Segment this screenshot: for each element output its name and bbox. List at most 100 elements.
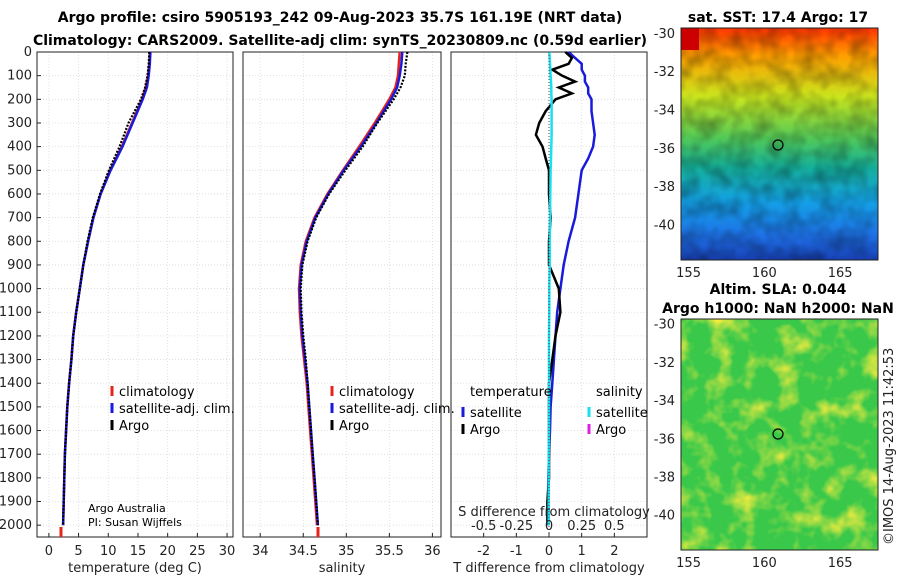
legend-title-temperature: temperature — [470, 385, 552, 400]
s-tick-label: -0.25 — [500, 519, 534, 534]
x-tick-label: 0 — [45, 544, 53, 559]
argo-float-marker-sla — [772, 428, 784, 440]
legend-label: Argo — [596, 423, 626, 438]
s-tick-label: -0.5 — [471, 519, 496, 534]
y-tick-label: 1500 — [0, 400, 32, 415]
x-tick-label: 36 — [424, 544, 441, 559]
series-line-temperature-satellite — [546, 51, 596, 526]
map-y-tick-label: -36 — [654, 432, 675, 447]
y-tick-label: 400 — [7, 140, 32, 155]
map-x-tick-label: 160 — [752, 556, 777, 571]
x-tick-label: 10 — [100, 544, 117, 559]
legend-label: satellite-adj. clim. — [339, 402, 455, 417]
x-tick-label: 5 — [74, 544, 82, 559]
map-y-tick-label: -38 — [654, 470, 675, 485]
sla-map-frame — [680, 318, 879, 551]
map-x-tick-label: 165 — [828, 266, 853, 281]
map-y-tick-label: -34 — [654, 103, 675, 118]
map-y-tick-label: -34 — [654, 394, 675, 409]
credit-pi: PI: Susan Wijffels — [88, 516, 182, 529]
legend-label: satellite — [470, 406, 522, 421]
sla-map — [681, 319, 878, 550]
legend-title-salinity: salinity — [596, 385, 643, 400]
legend-label: Argo — [119, 419, 149, 434]
series-line-salinity-satellite — [547, 51, 553, 526]
map-y-tick-label: -32 — [654, 356, 675, 371]
credit-org: Argo Australia — [88, 502, 166, 515]
map-y-tick-label: -40 — [654, 509, 675, 524]
legend-label: climatology — [119, 385, 195, 400]
salinity-panel: 34 34.5 35 35.5 36 salinity climatology satelli… — [242, 51, 455, 576]
panel-frame — [242, 51, 442, 538]
x-tick-label: 1 — [578, 544, 586, 559]
legend-label: Argo — [470, 423, 500, 438]
y-tick-label: 2000 — [0, 518, 32, 533]
map-x-tick-label: 155 — [676, 266, 701, 281]
sst-map-frame — [680, 27, 879, 261]
argo-float-marker — [772, 139, 784, 151]
s-tick-label: 0.5 — [604, 519, 625, 534]
x-tick-label: 34.5 — [289, 544, 318, 559]
panel-frame — [36, 51, 234, 538]
x-tick-label: 20 — [159, 544, 176, 559]
x-tick-label: 30 — [219, 544, 236, 559]
map-x-tick-label: 165 — [828, 556, 853, 571]
y-tick-label: 900 — [7, 258, 32, 273]
x-tick-label: -1 — [510, 544, 523, 559]
y-tick-label: 800 — [7, 234, 32, 249]
x-tick-label: 25 — [189, 544, 206, 559]
timestamp-stamp: ©IMOS 14-Aug-2023 11:42:53 — [882, 348, 897, 545]
y-tick-label: 1400 — [0, 376, 32, 391]
series-line-argo — [299, 51, 409, 526]
y-tick-label: 600 — [7, 187, 32, 202]
map-x-tick-label: 155 — [676, 556, 701, 571]
x-tick-label: 34 — [252, 544, 269, 559]
difference-panel: -2 -1 0 1 2 T difference from climatology -0.5… — [450, 51, 650, 576]
s-tick-label: 0 — [545, 519, 553, 534]
map-y-tick-label: -40 — [654, 218, 675, 233]
legend-label: satellite — [596, 406, 648, 421]
s-axis-label: S difference from climatology — [458, 505, 650, 520]
y-tick-label: 500 — [7, 163, 32, 178]
x-tick-label: 35.5 — [375, 544, 404, 559]
y-tick-label: 1000 — [0, 282, 32, 297]
x-tick-label: 0 — [545, 544, 553, 559]
y-tick-label: 0 — [24, 45, 32, 60]
legend-label: climatology — [339, 385, 415, 400]
map-y-tick-label: -38 — [654, 180, 675, 195]
sst-map-title: sat. SST: 17.4 Argo: 17 — [688, 10, 868, 26]
y-tick-label: 300 — [7, 116, 32, 131]
map-y-tick-label: -30 — [654, 318, 675, 333]
y-tick-label: 1800 — [0, 471, 32, 486]
y-tick-label: 1300 — [0, 353, 32, 368]
legend-label: Argo — [339, 419, 369, 434]
x-tick-label: -2 — [477, 544, 490, 559]
y-tick-label: 700 — [7, 211, 32, 226]
y-tick-label: 1700 — [0, 447, 32, 462]
map-y-tick-label: -30 — [654, 27, 675, 42]
y-tick-label: 1900 — [0, 495, 32, 510]
series-line-argo — [62, 51, 151, 526]
x-axis-label: temperature (deg C) — [68, 561, 202, 576]
y-tick-label: 1600 — [0, 424, 32, 439]
figure-title-line1: Argo profile: csiro 5905193_242 09-Aug-2… — [58, 10, 622, 26]
y-tick-label: 200 — [7, 92, 32, 107]
temperature-panel: 0 5 10 15 20 25 30 temperature (deg C) 0 100 200 30… — [0, 45, 235, 576]
x-tick-label: 15 — [130, 544, 147, 559]
figure-title-line2: Climatology: CARS2009. Satellite-adj cli… — [33, 33, 647, 49]
map-y-tick-label: -36 — [654, 142, 675, 157]
x-tick-label: 2 — [610, 544, 618, 559]
sst-map — [681, 28, 878, 260]
sla-map-title-line1: Altim. SLA: 0.044 — [710, 282, 847, 298]
s-tick-label: 0.25 — [567, 519, 596, 534]
sla-map-title-line2: Argo h1000: NaN h2000: NaN — [662, 301, 894, 317]
x-axis-label: T difference from climatology — [452, 561, 645, 576]
y-tick-label: 1100 — [0, 305, 32, 320]
map-y-tick-label: -32 — [654, 65, 675, 80]
y-tick-label: 100 — [7, 69, 32, 84]
x-axis-label: salinity — [319, 561, 366, 576]
map-x-tick-label: 160 — [752, 266, 777, 281]
y-tick-label: 1200 — [0, 329, 32, 344]
legend-label: satellite-adj. clim. — [119, 402, 235, 417]
